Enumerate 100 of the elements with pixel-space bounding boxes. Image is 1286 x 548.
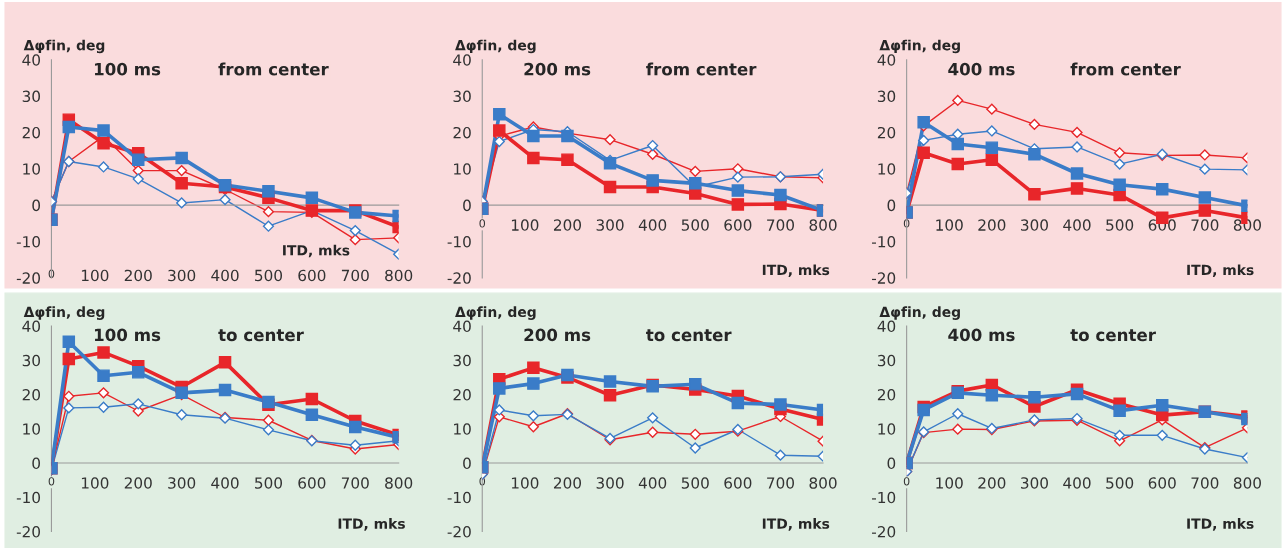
y-tick-label: 20: [22, 126, 41, 139]
y-tick-label: 10: [454, 423, 471, 435]
x-tick-label: 600: [1148, 477, 1176, 489]
x-tick-label: 800: [809, 219, 837, 231]
chart-subtitle: from center: [218, 62, 329, 76]
x-tick-label: 200: [124, 477, 152, 489]
y-tick-label: 0: [463, 457, 471, 470]
x-tick-label: 400: [1063, 477, 1091, 489]
y-tick-label: -10: [872, 491, 896, 504]
x-tick-label: 100: [81, 477, 109, 489]
x-tick-label: 800: [385, 269, 413, 282]
y-tick-label: 0: [463, 199, 471, 212]
x-tick-label: 0: [903, 477, 910, 486]
y-tick-label: 0: [32, 199, 41, 212]
x-tick-label: 700: [341, 477, 369, 489]
y-tick-label: -10: [447, 235, 471, 248]
y-tick-label: -10: [447, 491, 471, 504]
x-tick-label: 400: [211, 477, 239, 489]
y-tick-label: 0: [32, 457, 41, 470]
x-tick-label: 100: [511, 219, 539, 231]
x-tick-label: 700: [1191, 477, 1219, 489]
x-tick-label: 300: [168, 269, 196, 282]
y-tick-label: 0: [887, 199, 896, 212]
x-tick-label: 0: [479, 219, 486, 228]
x-tick-label: 500: [681, 219, 709, 231]
x-tick-label: 200: [124, 269, 152, 282]
y-tick-label: -20: [16, 526, 41, 538]
y-tick-label: 0: [887, 457, 896, 470]
y-tick-label: 40: [22, 54, 41, 66]
y-tick-label: 30: [453, 90, 471, 103]
x-tick-label: 0: [48, 477, 55, 486]
y-axis-title: Δφfin, deg: [23, 39, 105, 54]
x-axis-title: ITD, mks: [762, 264, 830, 277]
y-tick-label: 10: [454, 163, 471, 175]
y-tick-label: 20: [877, 389, 896, 401]
x-tick-label: 0: [903, 219, 910, 228]
x-axis-title: ITD, mks: [1187, 518, 1254, 531]
y-tick-label: -20: [872, 526, 896, 538]
x-tick-label: 400: [638, 477, 667, 489]
y-tick-label: 40: [877, 320, 896, 333]
y-tick-label: 10: [23, 163, 41, 175]
x-tick-label: 100: [81, 269, 109, 282]
chart-title: 400 ms: [948, 328, 1015, 342]
y-tick-label: 20: [877, 126, 896, 139]
chart-subtitle: from center: [646, 62, 757, 76]
y-tick-label: -20: [872, 272, 896, 284]
y-tick-label: -20: [16, 272, 41, 284]
y-tick-label: 40: [22, 320, 41, 333]
x-tick-label: 700: [341, 269, 369, 282]
x-axis-title: ITD, mks: [1187, 264, 1254, 277]
x-tick-label: 300: [1021, 477, 1048, 489]
x-axis-title: ITD, mks: [338, 518, 405, 531]
y-tick-label: 30: [877, 90, 896, 103]
x-tick-label: 400: [1063, 219, 1091, 231]
y-tick-label: -10: [16, 491, 41, 504]
x-tick-label: 400: [638, 219, 667, 231]
chart-title: 100 ms: [94, 62, 161, 76]
y-tick-label: 10: [23, 423, 41, 435]
x-tick-label: 500: [681, 477, 709, 489]
y-tick-label: 30: [22, 354, 41, 367]
y-tick-label: -20: [447, 526, 471, 538]
x-tick-label: 500: [1106, 219, 1134, 231]
y-tick-label: 40: [453, 54, 471, 66]
x-tick-label: 300: [596, 477, 624, 489]
x-tick-label: 500: [255, 269, 283, 282]
x-tick-label: 500: [255, 477, 283, 489]
x-tick-label: 200: [978, 477, 1006, 489]
x-tick-label: 200: [553, 219, 582, 231]
x-tick-label: 100: [936, 477, 963, 489]
y-tick-label: 10: [878, 423, 896, 435]
y-axis-title: Δφfin, deg: [455, 306, 536, 320]
x-tick-label: 400: [211, 269, 239, 282]
x-tick-label: 700: [1191, 219, 1219, 231]
y-tick-label: -10: [872, 235, 896, 248]
x-tick-label: 300: [1021, 219, 1048, 231]
chart-subtitle: to center: [1070, 329, 1156, 342]
x-tick-label: 600: [298, 477, 326, 489]
y-tick-label: 40: [453, 320, 471, 333]
chart-title: 200 ms: [524, 62, 591, 76]
x-axis-title: ITD, mks: [283, 244, 350, 258]
chart-subtitle: from center: [1070, 62, 1181, 76]
x-axis-title: ITD, mks: [762, 518, 830, 531]
x-tick-label: 800: [385, 477, 413, 489]
x-tick-label: 600: [724, 477, 752, 489]
chart-title: 400 ms: [948, 62, 1015, 76]
x-tick-label: 700: [767, 219, 795, 231]
y-tick-label: 10: [878, 163, 896, 175]
y-tick-label: 30: [453, 354, 471, 367]
chart-subtitle: to center: [218, 329, 304, 342]
chart-title: 100 ms: [94, 328, 161, 342]
x-tick-label: 800: [809, 477, 837, 489]
y-tick-label: 20: [453, 389, 471, 401]
chart-title: 200 ms: [524, 328, 591, 342]
x-tick-label: 600: [298, 269, 326, 282]
x-tick-label: 300: [168, 477, 196, 489]
y-tick-label: -20: [447, 272, 471, 284]
y-tick-label: 20: [453, 126, 471, 139]
x-tick-label: 100: [936, 219, 963, 231]
y-axis-title: Δφfin, deg: [455, 39, 536, 54]
y-axis-title: Δφfin, deg: [23, 306, 105, 320]
